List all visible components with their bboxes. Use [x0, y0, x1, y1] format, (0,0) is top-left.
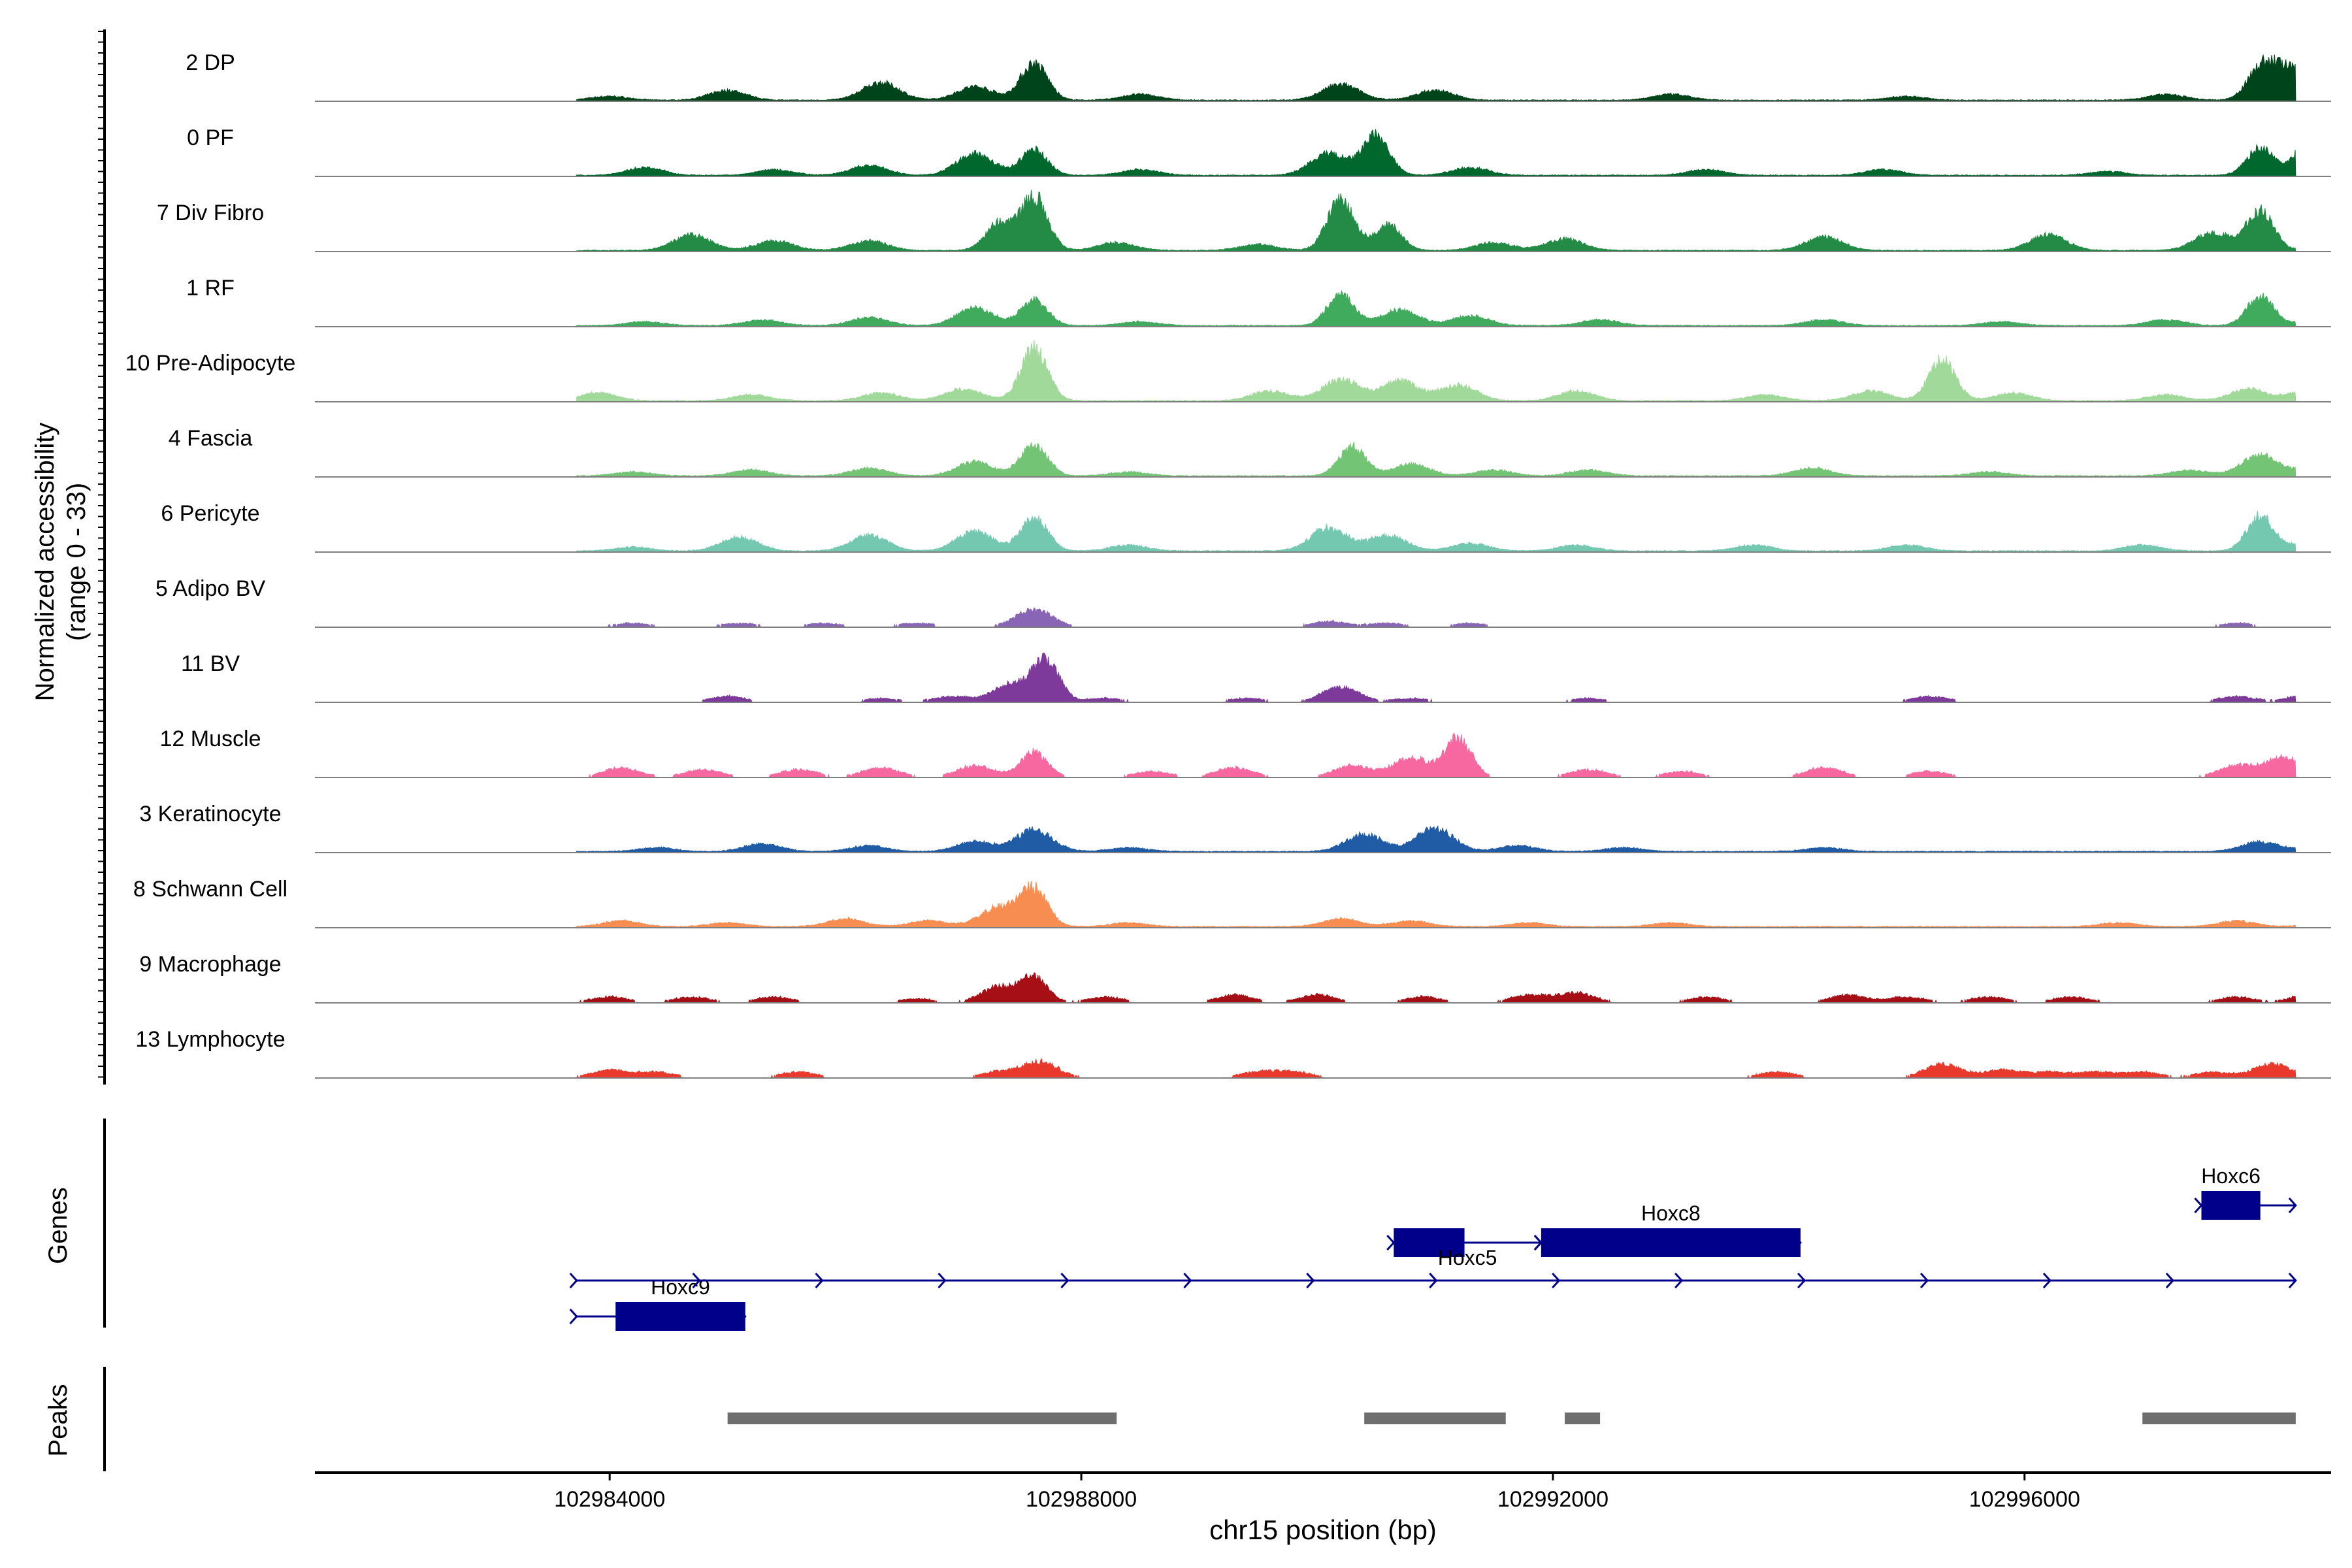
gene-label: Hoxc9 [651, 1275, 710, 1299]
strand-chevron [1306, 1272, 1315, 1289]
coverage-area [576, 607, 2296, 629]
strand-chevron [569, 1272, 578, 1289]
coverage-area [576, 189, 2296, 252]
track-label: 10 Pre-Adipocyte [125, 351, 296, 376]
gene-exon [1394, 1228, 1465, 1257]
peaks-panel-label: Peaks [44, 1384, 73, 1456]
track-label: 12 Muscle [160, 727, 261, 751]
strand-chevron [2194, 1197, 2203, 1214]
strand-chevron [1183, 1272, 1192, 1289]
gene-hoxc8: Hoxc8 [1533, 1201, 1802, 1257]
peak-region [2142, 1413, 2296, 1424]
track-label: 8 Schwann Cell [133, 877, 287, 902]
track-1: 0 PF [187, 125, 2331, 177]
track-11: 8 Schwann Cell [133, 877, 2331, 928]
strand-chevron [815, 1272, 824, 1289]
track-label: 13 Lymphocyte [135, 1027, 285, 1052]
track-12: 9 Macrophage [139, 952, 2331, 1004]
strand-chevron [1060, 1272, 1070, 1289]
gene-label: Hoxc8 [1641, 1201, 1701, 1225]
gene-hoxc6: Hoxc6 [2194, 1164, 2297, 1220]
track-label: 1 RF [186, 276, 235, 301]
gene-hoxc9: Hoxc9 [569, 1275, 747, 1331]
gene-exon [1541, 1228, 1801, 1257]
track-0: 2 DP [186, 50, 2331, 102]
strand-chevron [2042, 1272, 2051, 1289]
gene-label: Hoxc5 [1438, 1246, 1497, 1269]
gene-exon [615, 1302, 745, 1331]
gene-label: Hoxc6 [2201, 1164, 2261, 1188]
track-13: 13 Lymphocyte [135, 1027, 2331, 1079]
coverage-area [576, 732, 2296, 779]
track-5: 4 Fascia [169, 426, 2331, 478]
track-label: 7 Div Fibro [157, 201, 264, 225]
genes-panel-label: Genes [44, 1187, 73, 1264]
coverage-area [576, 289, 2296, 327]
track-label: 5 Adipo BV [155, 576, 266, 601]
coverage-tracks: 2 DP 0 PF 7 Div Fibro 1 RF 10 Pre-Adipocyte 4… [125, 50, 2331, 1079]
strand-chevron [938, 1272, 947, 1289]
coverage-area [576, 510, 2296, 553]
track-3: 1 RF [186, 276, 2331, 327]
y-axis-range-label: (range 0 - 33) [62, 483, 91, 641]
x-axis-label: chr15 position (bp) [1209, 1514, 1437, 1545]
coverage-area [576, 825, 2296, 853]
track-label: 2 DP [186, 50, 235, 75]
track-9: 12 Muscle [160, 727, 2331, 779]
peaks-track [727, 1413, 2296, 1424]
strand-chevron [569, 1308, 578, 1325]
track-label: 9 Macrophage [139, 952, 281, 977]
peak-region [727, 1413, 1117, 1424]
strand-chevron [1797, 1272, 1806, 1289]
strand-chevron [1429, 1272, 1438, 1289]
track-8: 11 BV [181, 651, 2331, 704]
strand-chevron [1674, 1272, 1684, 1289]
track-label: 3 Keratinocyte [139, 802, 281, 826]
strand-chevron [1386, 1234, 1396, 1251]
strand-chevron [692, 1272, 701, 1289]
track-6: 6 Pericyte [161, 501, 2331, 553]
y-axis-title: Normalized accessibility (range 0 - 33) [31, 423, 91, 702]
strand-chevron [2165, 1272, 2174, 1289]
coverage-area [576, 972, 2296, 1004]
x-tick-label: 102984000 [554, 1487, 665, 1512]
gene-hoxc5: Hoxc5 [1386, 1228, 1543, 1269]
track-label: 11 BV [181, 651, 240, 676]
x-tick-label: 102988000 [1026, 1487, 1137, 1512]
coverage-area [576, 129, 2296, 177]
track-4: 10 Pre-Adipocyte [125, 340, 2331, 402]
peak-region [1364, 1413, 1506, 1424]
strand-chevron [1552, 1272, 1561, 1289]
peak-region [1564, 1413, 1601, 1424]
coverage-area [576, 1058, 2296, 1079]
strand-chevron [2288, 1197, 2297, 1214]
gene-hoxc6 [569, 1272, 2297, 1289]
coverage-area [576, 340, 2296, 402]
coverage-y-axis [98, 29, 106, 1085]
y-axis-label: Normalized accessibility [31, 423, 59, 702]
x-axis: 102984000 102988000 102992000 102996000 [315, 1471, 2331, 1512]
strand-chevron [1919, 1272, 1929, 1289]
track-label: 0 PF [187, 125, 234, 150]
genes-track: Hoxc9 Hoxc5 Hoxc8 Hoxc6 [569, 1164, 2297, 1331]
x-tick-label: 102992000 [1497, 1487, 1609, 1512]
track-7: 5 Adipo BV [155, 576, 2331, 629]
track-2: 7 Div Fibro [157, 189, 2331, 252]
x-tick-label: 102996000 [1969, 1487, 2080, 1512]
coverage-area [576, 881, 2296, 928]
track-label: 6 Pericyte [161, 501, 259, 526]
track-label: 4 Fascia [169, 426, 253, 451]
coverage-area [576, 652, 2296, 704]
gene-exon [2201, 1191, 2261, 1220]
coverage-area [576, 54, 2296, 102]
strand-chevron [2288, 1272, 2297, 1289]
coverage-area [576, 441, 2296, 478]
track-10: 3 Keratinocyte [139, 802, 2331, 853]
